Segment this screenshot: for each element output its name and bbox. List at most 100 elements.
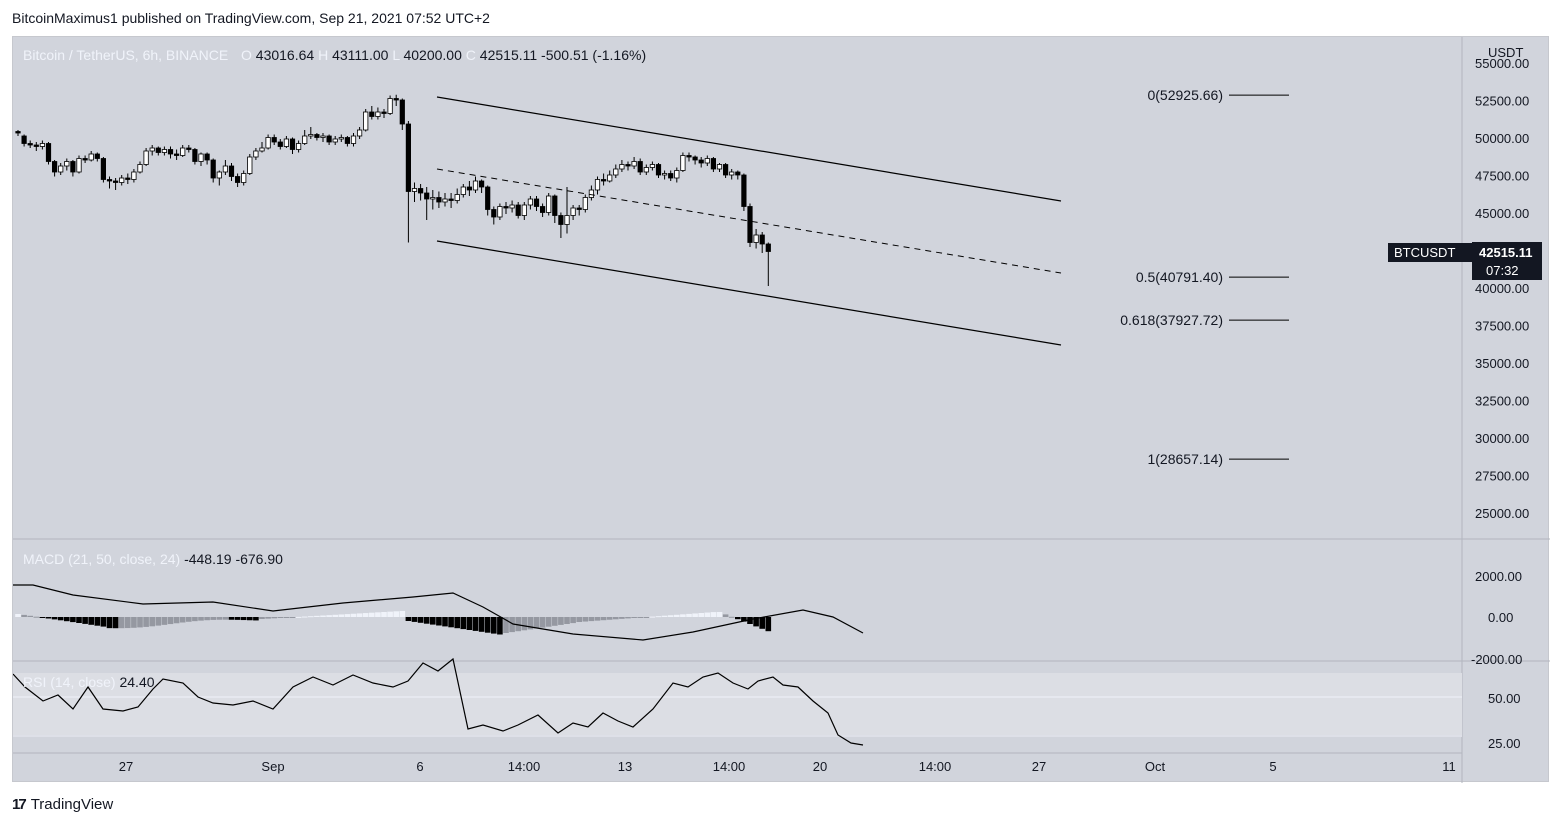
candle-body [601, 179, 607, 182]
candle-series [15, 94, 771, 286]
candle-body [320, 135, 326, 138]
macd-histogram-bar [45, 617, 52, 619]
macd-histogram-bar [51, 617, 58, 620]
open-value: 43016.64 [256, 47, 315, 63]
candle-body [326, 135, 332, 143]
macd-histogram-bar [27, 615, 33, 617]
rsi-title: RSI (14, close) [23, 674, 116, 690]
macd-histogram-bar [289, 617, 296, 618]
macd-histogram-bar [631, 617, 637, 618]
footer-brand[interactable]: 17 TradingView [12, 796, 113, 813]
macd-histogram-bar [70, 617, 76, 623]
macd-histogram-bar [637, 617, 643, 618]
candle-body [472, 180, 479, 191]
candle-body [106, 179, 113, 182]
time-tick: 27 [1032, 759, 1046, 774]
price-axis[interactable]: 55000.00 52500.00 50000.00 47500.00 45000.00… [1475, 56, 1529, 521]
time-axis[interactable]: 27 Sep 6 14:00 13 14:00 20 14:00 27 Oct 5 11 [119, 759, 1456, 774]
macd-histogram-bar [680, 614, 686, 617]
rsi-legend[interactable]: RSI (14, close) 24.40 [23, 674, 155, 690]
symbol-badge[interactable] [1388, 243, 1472, 262]
candle-body [271, 137, 277, 143]
macd-legend[interactable]: MACD (21, 50, close, 24) -448.19 -676.90 [23, 551, 283, 567]
macd-histogram-bar [94, 617, 101, 626]
channel-upper-line[interactable] [436, 96, 1062, 202]
macd-histogram-bar [381, 612, 387, 617]
candle-body [94, 153, 100, 159]
candle-body [588, 189, 595, 198]
candle-body [350, 135, 357, 144]
candle-body [460, 186, 466, 195]
channel-lines[interactable] [436, 96, 1062, 346]
macd-histogram-bar [192, 617, 198, 622]
fib-level-label: 1(28657.14) [1147, 451, 1223, 467]
time-tick: 27 [119, 759, 133, 774]
candle-body [161, 149, 167, 153]
macd-histogram-bar [765, 617, 772, 632]
open-prefix: O [241, 47, 252, 63]
macd-title: MACD (21, 50, close, 24) [23, 551, 180, 567]
price-tick: 47500.00 [1475, 169, 1529, 184]
candle-body [64, 161, 70, 167]
candle-body [716, 164, 723, 170]
candle-body [375, 111, 381, 117]
time-tick: 11 [1442, 759, 1456, 774]
candle-body [173, 153, 180, 156]
candle-body [546, 195, 552, 213]
macd-histogram-bar [643, 617, 650, 618]
symbol-legend[interactable]: Bitcoin / TetherUS, 6h, BINANCE [23, 47, 228, 63]
macd-histogram-bar [88, 617, 94, 625]
macd-histogram-bar [649, 616, 656, 618]
channel-lower-line[interactable] [436, 240, 1062, 346]
chart-svg[interactable]: 0(52925.66) 0.5(40791.40) 0.618(37927.72) 1… [13, 37, 1550, 783]
candle-body [234, 176, 241, 183]
macd-histogram-bar [710, 612, 717, 617]
candle-body [576, 207, 582, 210]
chart-container[interactable]: 0(52925.66) 0.5(40791.40) 0.618(37927.72) 1… [12, 36, 1550, 783]
price-tick: 27500.00 [1475, 469, 1529, 484]
candle-body [668, 173, 674, 179]
low-value: 40200.00 [403, 47, 462, 63]
candle-body [52, 161, 58, 173]
candle-body [674, 170, 680, 179]
macd-histogram-bar [423, 617, 430, 624]
candle-body [119, 177, 125, 183]
macd-histogram-bar [747, 617, 753, 624]
macd-histogram-bar [527, 617, 534, 630]
candle-body [424, 192, 430, 200]
price-tick: 55000.00 [1475, 56, 1529, 71]
macd-histogram-bar [704, 612, 711, 617]
candle-body [210, 159, 216, 179]
macd-histogram-bar [460, 617, 467, 630]
candle-body [265, 137, 271, 149]
macd-histogram-bar [301, 616, 308, 618]
candle-body [45, 143, 52, 162]
rsi-value: 24.40 [119, 674, 154, 690]
macd-histogram-bar [198, 617, 204, 621]
candle-body [735, 171, 741, 176]
macd-histogram-bar [314, 615, 320, 617]
candle-body [454, 194, 460, 201]
candle-body [491, 209, 497, 218]
candle-body [698, 159, 704, 164]
macd-histogram-bar [399, 610, 406, 617]
macd-histogram-bar [387, 611, 393, 617]
macd-histogram-bar [722, 614, 729, 617]
candle-body [478, 180, 485, 188]
candle-body [15, 131, 21, 134]
time-tick: 13 [618, 759, 632, 774]
candle-body [228, 165, 235, 177]
macd-histogram-bar [411, 617, 418, 622]
time-tick: 20 [813, 759, 827, 774]
macd-line [13, 584, 864, 641]
macd-histogram-bar [692, 613, 698, 617]
fib-levels[interactable]: 0(52925.66) 0.5(40791.40) 0.618(37927.72) 1… [1120, 87, 1289, 467]
macd-histogram-bar [33, 616, 40, 618]
low-prefix: L [392, 47, 400, 63]
candle-body [564, 215, 570, 225]
macd-tick-bottom: -2000.00 [1471, 652, 1522, 667]
price-tick: 45000.00 [1475, 206, 1529, 221]
macd-histogram-bar [82, 617, 88, 624]
macd-histogram-bar [484, 617, 491, 633]
macd-histogram-bar [552, 617, 558, 626]
